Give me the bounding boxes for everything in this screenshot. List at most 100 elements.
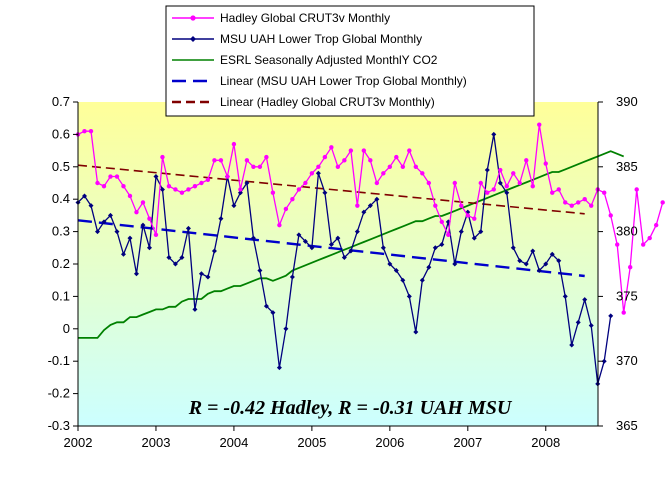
- series-1-point: [471, 235, 477, 241]
- series-0-point: [381, 171, 386, 176]
- series-1-point: [484, 167, 490, 173]
- series-0-point: [173, 187, 178, 192]
- series-0-point: [459, 203, 464, 208]
- series-0-point: [374, 180, 380, 186]
- series-0-point: [231, 141, 237, 147]
- series-0-point: [153, 232, 159, 238]
- series-0-point: [433, 203, 438, 208]
- series-1-point: [569, 342, 575, 348]
- series-0-point: [127, 193, 133, 199]
- series-1-point: [211, 248, 217, 254]
- series-0-point: [569, 203, 574, 208]
- series-1-point: [413, 329, 419, 335]
- series-0-point: [342, 158, 347, 163]
- series-0-point: [640, 242, 646, 247]
- x-tick-label: 2006: [375, 435, 404, 450]
- series-0-point: [322, 154, 328, 160]
- series-1-point: [406, 293, 412, 299]
- series-0-point: [283, 206, 289, 212]
- series-0-point: [361, 148, 367, 153]
- series-1-point: [192, 306, 198, 312]
- series-0-point: [290, 197, 295, 202]
- series-1-point: [315, 170, 321, 176]
- series-1-point: [458, 229, 464, 235]
- series-0-point: [413, 164, 419, 169]
- series-1-point: [517, 258, 523, 264]
- series-1-point: [478, 229, 484, 235]
- series-1-point: [432, 245, 438, 251]
- series-1-point: [283, 326, 289, 332]
- series-1-point: [289, 274, 295, 280]
- series-0-point: [296, 187, 302, 192]
- series-1-point: [543, 261, 549, 267]
- series-0-point: [264, 154, 269, 160]
- series-1-point: [393, 267, 399, 273]
- series-1-point: [302, 238, 308, 244]
- series-1-point: [335, 235, 341, 241]
- x-tick-label: 2004: [219, 435, 248, 450]
- series-1-point: [504, 190, 510, 196]
- series-1-point: [218, 216, 224, 222]
- series-1-point: [562, 293, 568, 299]
- series-1-point: [322, 190, 328, 196]
- series-0-point: [238, 187, 243, 192]
- series-1-point: [380, 245, 386, 251]
- y-left-tick-label: 0.1: [52, 288, 70, 303]
- series-0-point: [95, 180, 100, 186]
- series-0-point: [407, 148, 412, 153]
- series-0-point: [621, 310, 626, 315]
- series-1-point: [250, 235, 256, 241]
- series-1-point: [263, 303, 269, 309]
- series-1-point: [556, 258, 562, 264]
- series-1-point: [276, 365, 282, 371]
- series-1-point: [491, 131, 497, 137]
- x-tick-label: 2007: [453, 435, 482, 450]
- y-left-tick-label: -0.2: [48, 386, 70, 401]
- x-tick-label: 2005: [297, 435, 326, 450]
- series-1-point: [387, 261, 393, 267]
- series-0-point: [88, 128, 94, 134]
- series-0-point: [199, 180, 204, 186]
- series-0-point: [186, 187, 191, 192]
- series-layer: [75, 122, 665, 387]
- series-4-line: [77, 164, 585, 215]
- series-1-point: [367, 203, 373, 209]
- series-0-point: [524, 158, 529, 163]
- y-right-tick-label: 365: [616, 418, 638, 433]
- series-1-point: [231, 203, 237, 209]
- plot-area: [78, 102, 598, 426]
- series-1-point: [159, 186, 165, 192]
- y-left-tick-label: 0.5: [52, 159, 70, 174]
- series-0-point: [335, 164, 341, 169]
- series-0-point: [394, 154, 399, 160]
- legend-marker: [190, 15, 196, 21]
- series-0-point: [634, 187, 639, 192]
- series-0-point: [82, 128, 87, 134]
- series-0-point: [452, 180, 457, 186]
- series-1-point: [127, 235, 133, 241]
- series-1-point: [374, 196, 380, 202]
- series-0-point: [303, 180, 308, 186]
- series-0-point: [653, 222, 659, 228]
- series-0-point: [504, 184, 509, 189]
- series-1-point: [140, 222, 146, 228]
- series-1-point: [419, 277, 425, 283]
- series-0-point: [576, 200, 581, 205]
- series-1-point: [341, 255, 347, 261]
- series-0-point: [485, 190, 490, 195]
- series-0-point: [543, 161, 548, 166]
- series-0-point: [537, 122, 542, 127]
- series-0-point: [498, 167, 503, 173]
- series-1-point: [536, 267, 542, 273]
- legend-label: Linear (Hadley Global CRUT3v Monthly): [220, 95, 435, 109]
- series-1-point: [530, 248, 536, 254]
- series-0-point: [556, 187, 561, 192]
- series-0-point: [660, 200, 665, 205]
- series-2-line: [78, 150, 625, 339]
- series-1-point: [133, 271, 139, 277]
- series-0-point: [439, 219, 445, 225]
- x-tick-label: 2008: [531, 435, 560, 450]
- ticks-layer: 0.7 0.6 0.5 0.4 0.3 0.2 0.1 0 -0.1 -0.2 -0.3 390 385…: [48, 94, 638, 450]
- series-0-point: [615, 242, 620, 247]
- series-0-point: [166, 184, 172, 189]
